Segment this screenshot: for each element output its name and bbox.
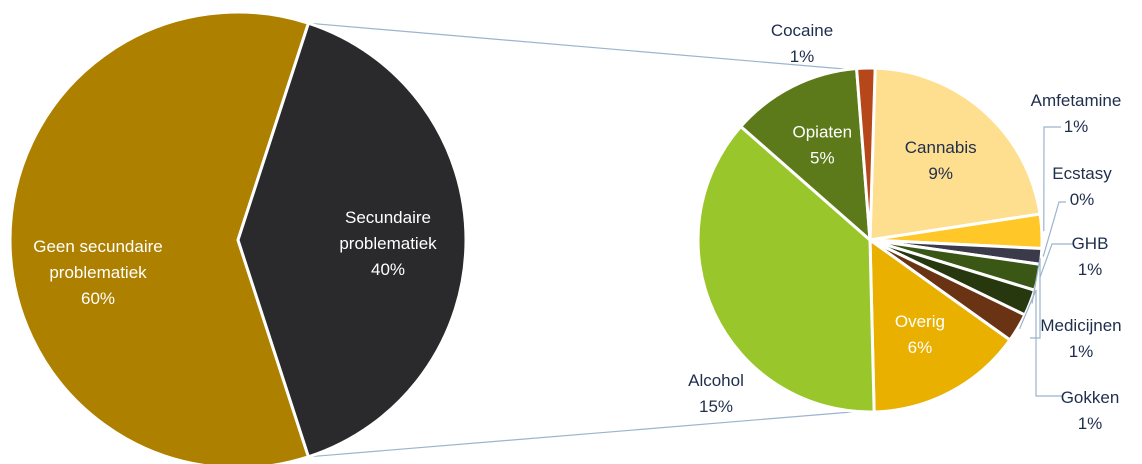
connector-line-bottom bbox=[308, 409, 877, 458]
leader-amfetamine bbox=[1043, 126, 1061, 232]
sub-label-opiaten-line: Opiaten bbox=[793, 123, 853, 142]
sub-label-ecstasy-line: 0% bbox=[1070, 190, 1095, 209]
sub-label-alcohol: Alcohol 15% bbox=[688, 371, 744, 416]
leader-medicijnen bbox=[1030, 257, 1041, 339]
main-pie bbox=[8, 10, 468, 464]
sub-label-overig: Overig 6% bbox=[895, 312, 945, 357]
leader-ecstasy bbox=[1042, 201, 1066, 257]
main-label-secundaire-line: problematiek bbox=[339, 234, 437, 253]
main-label-secundaire-line: 40% bbox=[371, 260, 405, 279]
main-label-secundaire-line: Secundaire bbox=[345, 208, 431, 227]
sub-label-overig-line: 6% bbox=[908, 338, 933, 357]
leader-lines bbox=[1019, 126, 1074, 397]
main-slice-geen-secundaire-problematiek bbox=[8, 10, 311, 464]
main-label-geen-secundaire-line: 60% bbox=[81, 289, 115, 308]
sub-label-ghb-line: 1% bbox=[1078, 260, 1103, 279]
secondary-pie bbox=[696, 66, 1044, 414]
sub-slice-alcohol bbox=[696, 124, 876, 414]
sub-label-alcohol-line: 15% bbox=[699, 397, 733, 416]
main-label-secundaire: Secundaire problematiek 40% bbox=[339, 208, 437, 279]
sub-label-cannabis-line: 9% bbox=[928, 164, 953, 183]
sub-label-amfetamine: Amfetamine 1% bbox=[1031, 91, 1122, 136]
sub-label-gokken: Gokken 1% bbox=[1061, 388, 1120, 433]
sub-label-amfetamine-line: 1% bbox=[1064, 117, 1089, 136]
sub-label-cocaine: Cocaine 1% bbox=[771, 21, 833, 66]
sub-label-gokken-line: Gokken bbox=[1061, 388, 1120, 407]
slice-labels: Geen secundaire problematiek 60% Secundaire… bbox=[33, 21, 1121, 433]
sub-label-gokken-line: 1% bbox=[1078, 414, 1103, 433]
main-slice-secundaire-problematiek bbox=[236, 21, 468, 459]
sub-label-ecstasy: Ecstasy 0% bbox=[1052, 164, 1112, 209]
sub-label-ghb-line: GHB bbox=[1072, 234, 1109, 253]
main-label-geen-secundaire-line: problematiek bbox=[49, 263, 147, 282]
leader-gokken bbox=[1019, 289, 1062, 397]
sub-label-opiaten-line: 5% bbox=[810, 149, 835, 168]
sub-label-overig-line: Overig bbox=[895, 312, 945, 331]
connector-line-top bbox=[308, 22, 857, 71]
sub-label-amfetamine-line: Amfetamine bbox=[1031, 91, 1122, 110]
main-label-geen-secundaire-line: Geen secundaire bbox=[33, 237, 162, 256]
leader-ghb bbox=[1039, 243, 1074, 279]
sub-slice-overig bbox=[868, 237, 1013, 414]
sub-label-medicijnen-line: Medicijnen bbox=[1040, 316, 1121, 335]
sub-label-alcohol-line: Alcohol bbox=[688, 371, 744, 390]
sub-slice-cannabis bbox=[868, 66, 1042, 242]
sub-slice-cocaine bbox=[854, 66, 877, 241]
sub-label-medicijnen-line: 1% bbox=[1069, 342, 1094, 361]
sub-label-ecstasy-line: Ecstasy bbox=[1052, 164, 1112, 183]
sub-label-ghb: GHB 1% bbox=[1072, 234, 1109, 279]
sub-label-cocaine-line: 1% bbox=[790, 47, 815, 66]
sub-label-medicijnen: Medicijnen 1% bbox=[1040, 316, 1121, 361]
sub-label-cannabis-line: Cannabis bbox=[905, 138, 977, 157]
sub-label-opiaten: Opiaten 5% bbox=[793, 123, 853, 168]
sub-label-cannabis: Cannabis 9% bbox=[905, 138, 977, 183]
sub-label-cocaine-line: Cocaine bbox=[771, 21, 833, 40]
connector-lines bbox=[308, 22, 877, 458]
main-label-geen-secundaire: Geen secundaire problematiek 60% bbox=[33, 237, 162, 308]
sub-slice-opiaten bbox=[738, 66, 872, 244]
